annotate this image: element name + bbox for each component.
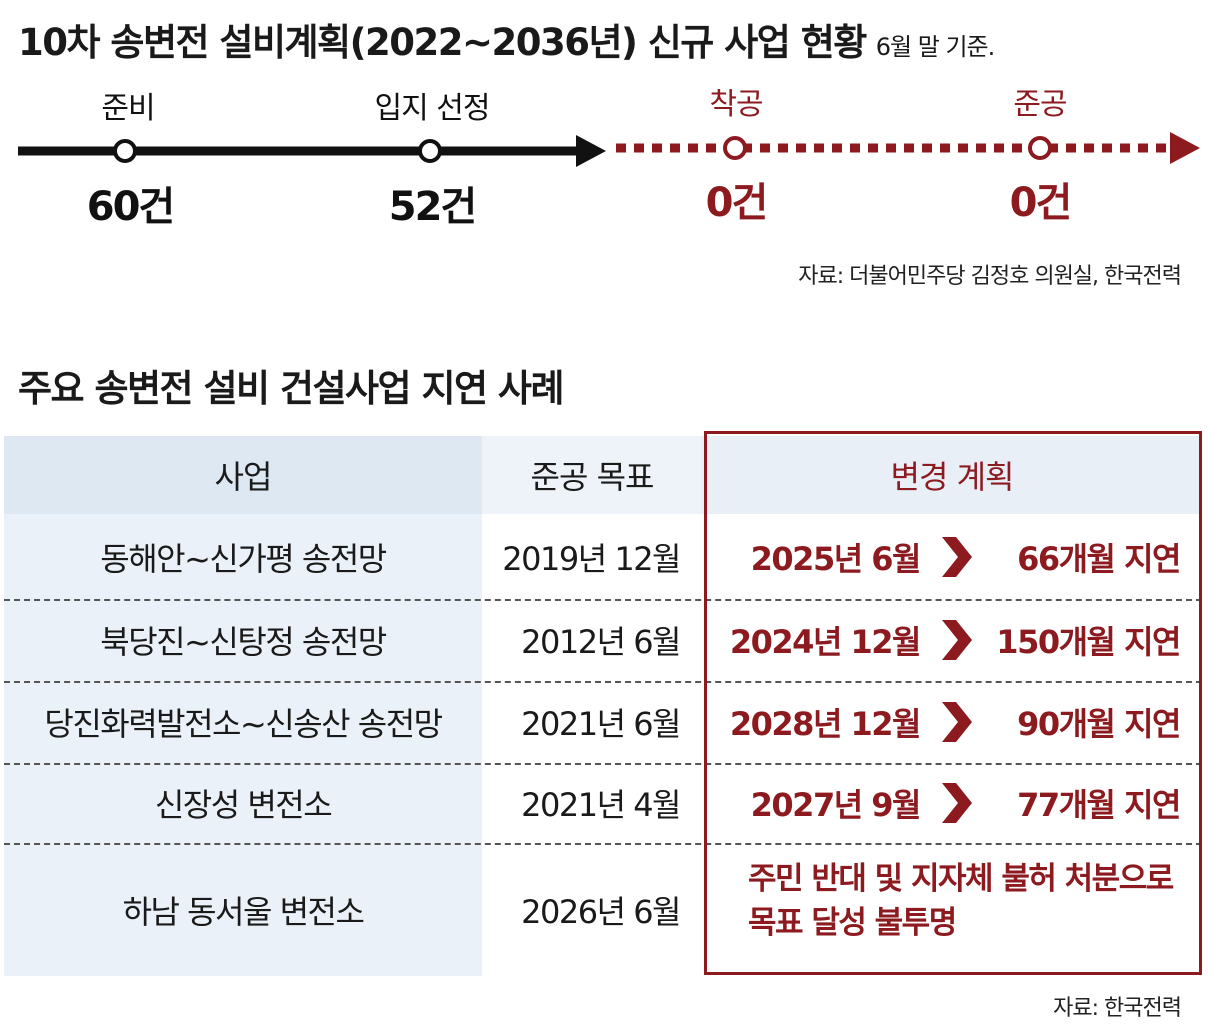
plan-note: 주민 반대 및 지자체 불허 처분으로 목표 달성 불투명	[748, 857, 1174, 945]
row-divider	[4, 843, 1202, 845]
project-name: 동해안~신가평 송전망	[100, 539, 387, 578]
table-row: 신장성 변전소 2021년 4월 2027년 9월 77개월 지연	[4, 763, 1202, 843]
goal-column-bg	[482, 436, 702, 976]
arrow-right-icon	[942, 620, 972, 660]
row-divider	[4, 681, 1202, 683]
plan-note-line: 주민 반대 및 지자체 불허 처분으로	[748, 861, 1174, 897]
stage-count: 0건	[1010, 180, 1071, 226]
title-basis-date: 6월 말 기준.	[875, 33, 995, 61]
plan-date: 2024년 12월	[729, 623, 922, 661]
progress-timeline: 준비 입지 선정 착공 준공 60건 52건 0건 0건	[18, 87, 1200, 230]
stage-count: 60건	[87, 184, 173, 230]
header-project: 사업	[4, 436, 482, 514]
stage-node-icon	[723, 136, 747, 160]
project-name: 북당진~신탕정 송전망	[100, 623, 387, 661]
stage-node-icon	[113, 139, 137, 163]
goal-date: 2019년 12월	[502, 539, 681, 578]
stage-label: 입지 선정	[375, 91, 490, 126]
row-divider	[4, 763, 1202, 765]
table-row: 북당진~신탕정 송전망 2012년 6월 2024년 12월 150개월 지연	[4, 599, 1202, 681]
delay-months: 150개월 지연	[996, 623, 1181, 661]
stage-label: 준공	[1013, 87, 1066, 122]
plan-note-line: 목표 달성 불투명	[748, 905, 957, 941]
plan-cell: 2027년 9월 77개월 지연	[702, 763, 1202, 843]
delay-cases-table: 사업 준공 목표 변경 계획 동해안~신가평 송전망 2019년 12월 202…	[4, 436, 1202, 976]
plan-date: 2027년 9월	[750, 786, 922, 824]
plan-date: 2028년 12월	[729, 705, 922, 743]
arrow-right-icon	[942, 536, 972, 577]
project-name: 하남 동서울 변전소	[122, 892, 365, 931]
project-name: 당진화력발전소~신송산 송전망	[44, 705, 443, 743]
goal-date: 2012년 6월	[521, 623, 681, 661]
stage-node-icon	[1028, 136, 1052, 160]
table-source: 자료: 한국전력	[1053, 996, 1182, 1021]
page-title: 10차 송변전 설비계획(2022~2036년) 신규 사업 현황 6월 말 기준…	[18, 12, 995, 66]
project-name: 신장성 변전소	[154, 786, 333, 824]
plan-cell: 2028년 12월 90개월 지연	[702, 681, 1202, 763]
header-goal: 준공 목표	[482, 436, 702, 514]
arrow-right-icon	[942, 702, 972, 742]
arrow-right-icon	[942, 783, 972, 823]
timeline-done-arrow-icon	[576, 135, 606, 167]
title-text: 10차 송변전 설비계획(2022~2036년) 신규 사업 현황	[18, 21, 867, 64]
delay-months: 90개월 지연	[1017, 705, 1181, 743]
stage-node-icon	[418, 139, 442, 163]
plan-date: 2025년 6월	[750, 539, 922, 578]
delay-months: 77개월 지연	[1017, 786, 1181, 824]
table-row: 동해안~신가평 송전망 2019년 12월 2025년 6월 66개월 지연	[4, 514, 1202, 599]
goal-date: 2026년 6월	[521, 892, 681, 931]
goal-date: 2021년 6월	[521, 705, 681, 743]
stage-label: 준비	[101, 91, 154, 126]
section-title: 주요 송변전 설비 건설사업 지연 사례	[18, 367, 565, 410]
goal-date: 2021년 4월	[521, 786, 681, 824]
table-row: 당진화력발전소~신송산 송전망 2021년 6월 2028년 12월 90개월 …	[4, 681, 1202, 763]
plan-column-highlight	[704, 431, 1202, 975]
table-row: 하남 동서울 변전소 2026년 6월 주민 반대 및 지자체 불허 처분으로 …	[4, 843, 1202, 976]
project-column-bg	[4, 436, 482, 976]
timeline-source: 자료: 더불어민주당 김정호 의원실, 한국전력	[798, 264, 1182, 289]
header-plan: 변경 계획	[702, 436, 1202, 514]
plan-cell: 2025년 6월 66개월 지연	[702, 514, 1202, 599]
stage-label: 착공	[709, 87, 762, 122]
plan-cell: 주민 반대 및 지자체 불허 처분으로 목표 달성 불투명	[702, 843, 1202, 976]
stage-count: 52건	[389, 184, 475, 230]
plan-cell: 2024년 12월 150개월 지연	[702, 599, 1202, 681]
timeline-pending-arrow-icon	[1170, 132, 1200, 164]
row-divider	[4, 599, 1202, 601]
stage-count: 0건	[706, 180, 767, 226]
delay-months: 66개월 지연	[1017, 539, 1181, 578]
